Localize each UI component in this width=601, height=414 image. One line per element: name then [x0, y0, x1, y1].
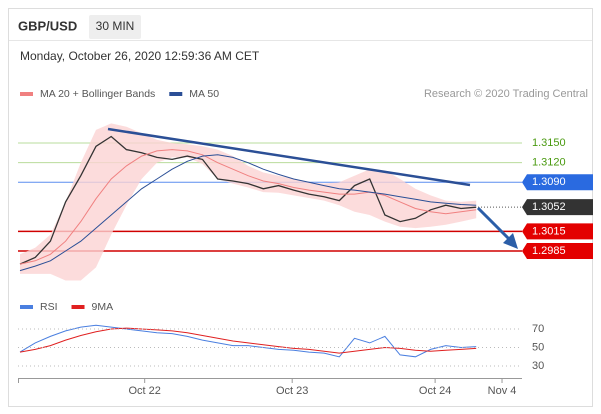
level-badge — [522, 199, 593, 216]
timeframe: 30 MIN — [96, 19, 135, 33]
symbol: GBP/USD — [18, 18, 77, 33]
legend-label: RSI — [40, 301, 58, 313]
bollinger-band — [20, 123, 477, 281]
legend-swatch — [71, 305, 85, 309]
timeframe-badge — [89, 15, 141, 39]
y-tick-label: 70 — [532, 323, 544, 335]
level-label: 1.3090 — [532, 176, 566, 188]
level-badge — [522, 174, 593, 191]
x-tick-label: Oct 22 — [128, 385, 160, 397]
series-line — [19, 154, 477, 272]
level-label: 1.3150 — [532, 137, 566, 149]
series-line — [19, 135, 477, 265]
legend-label: 9MA — [92, 301, 114, 313]
series-line — [19, 327, 477, 354]
timestamp: Monday, October 26, 2020 12:59:36 AM CET — [20, 49, 260, 63]
x-tick-label: Oct 24 — [419, 385, 451, 397]
legend-swatch — [20, 305, 33, 309]
credit: Research © 2020 Trading Central — [424, 88, 588, 100]
x-tick-label: Nov 4 — [488, 385, 517, 397]
rsi-plot: RSI 9MA 70 50 30 Oct 22 Oct 23 Oct 24 Nov 4 — [18, 301, 544, 397]
x-tick-label: Oct 23 — [276, 385, 308, 397]
price-plot: 1.3150 1.3120 1.3090 1.3052 1.3015 1.2985 MA 2… — [18, 88, 593, 281]
level-label: 1.3120 — [532, 157, 566, 169]
level-badge — [522, 223, 593, 240]
level-badge — [522, 243, 593, 260]
level-label: 1.3052 — [532, 201, 566, 213]
level-label: 1.2985 — [532, 245, 566, 257]
series-line — [19, 149, 477, 265]
trend-line — [107, 127, 471, 187]
y-tick-label: 30 — [532, 360, 544, 372]
legend-label: MA 20 + Bollinger Bands — [40, 88, 155, 100]
series-line — [19, 324, 477, 358]
level-label: 1.3015 — [532, 225, 566, 237]
legend-swatch — [20, 92, 33, 96]
arrow-head — [503, 233, 518, 249]
y-tick-label: 50 — [532, 341, 544, 353]
legend-label: MA 50 — [189, 88, 219, 100]
legend-swatch — [169, 92, 183, 96]
forecast-arrow — [476, 206, 512, 242]
